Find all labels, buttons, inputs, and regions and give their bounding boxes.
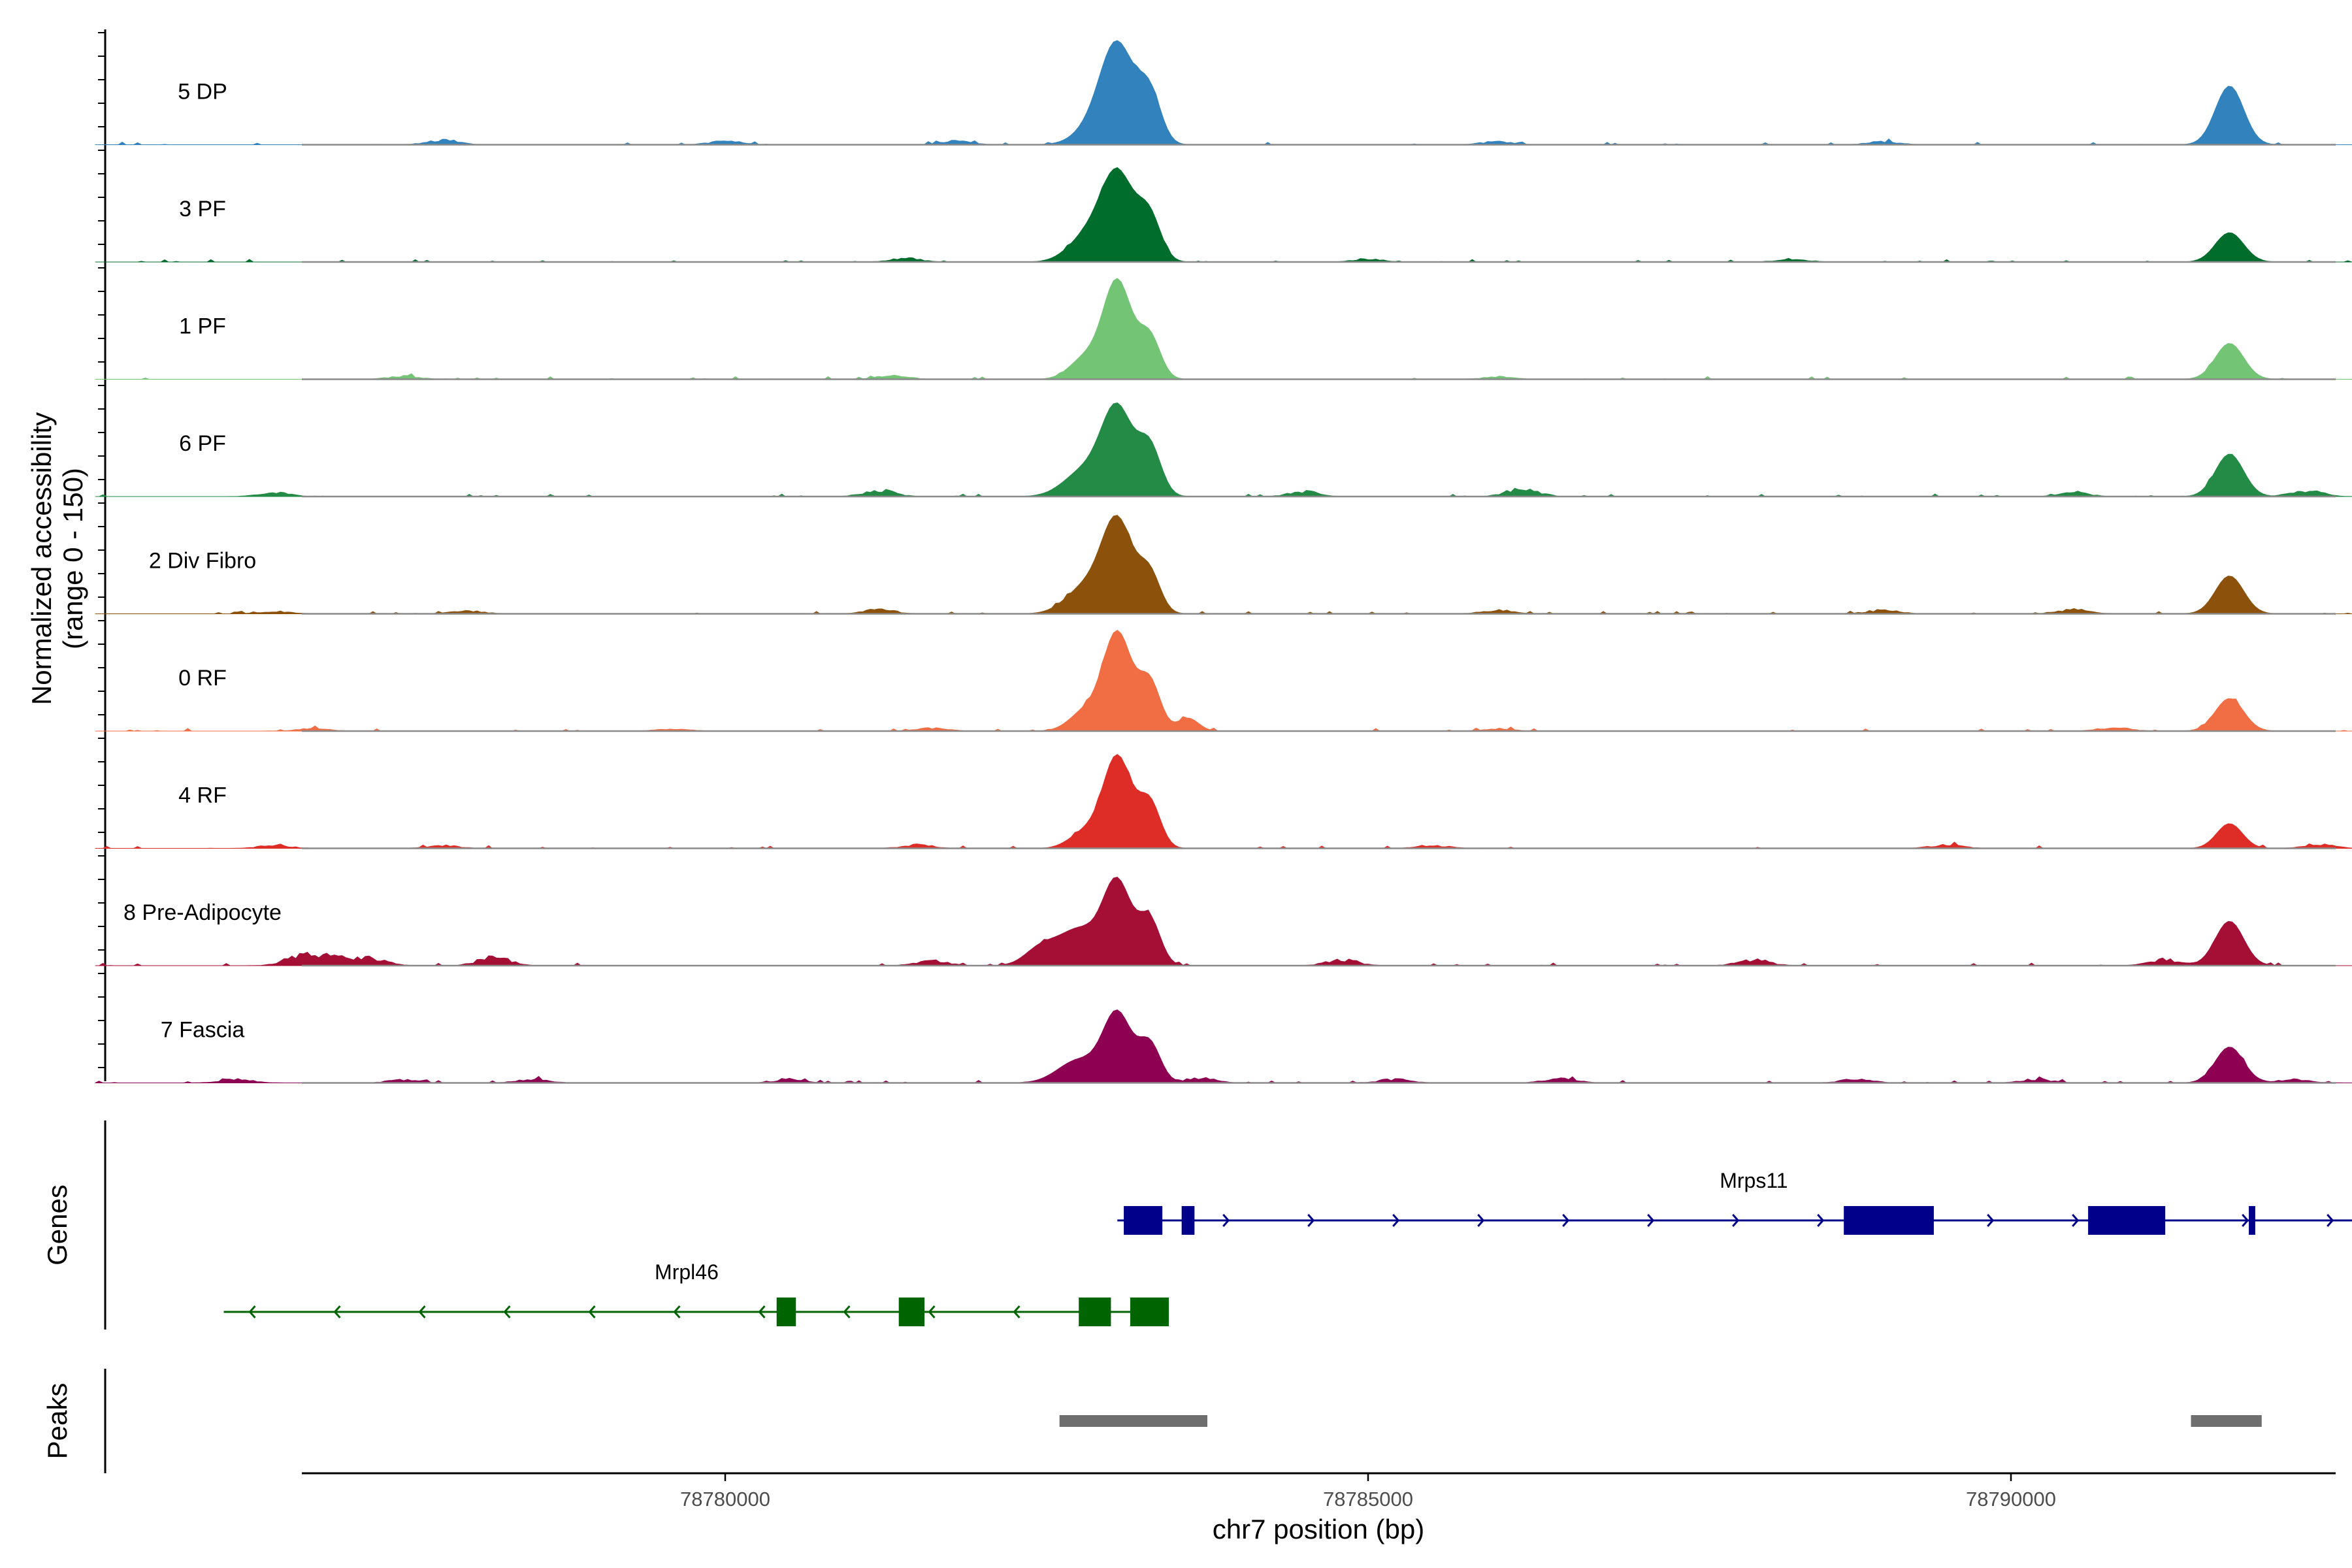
exon <box>2249 1206 2255 1235</box>
track-2-div-fibro: 2 Div Fibro <box>95 515 2352 615</box>
gene-label: Mrpl46 <box>655 1260 719 1284</box>
track-label: 0 RF <box>178 666 227 691</box>
strand-arrow <box>1222 1214 1230 1227</box>
exon <box>1844 1206 1934 1235</box>
x-axis-ticks: 78780000787850007879000078795000 <box>680 1473 2056 1511</box>
x-axis-title: chr7 position (bp) <box>1213 1514 1425 1544</box>
peak-region <box>2191 1415 2262 1427</box>
peaks-track <box>1059 1415 2262 1427</box>
genes-panel-label: Genes <box>42 1184 73 1266</box>
track-8-pre-adipocyte: 8 Pre-Adipocyte <box>95 877 2352 967</box>
y-axis-subtitle: (range 0 - 150) <box>57 468 88 649</box>
strand-arrow <box>2072 1214 2080 1227</box>
gene-label: Mrps11 <box>1720 1169 1788 1192</box>
coverage-y-ticks <box>98 32 105 1068</box>
x-tick-label: 78780000 <box>680 1488 770 1511</box>
track-label: 7 Fascia <box>161 1018 245 1043</box>
gene-mrps11: Mrps11 <box>1117 1169 2352 1235</box>
track-label: 8 Pre-Adipocyte <box>123 900 282 925</box>
exon <box>1079 1298 1111 1326</box>
strand-arrow <box>1477 1214 1485 1227</box>
genes-track: Mrps11 Mrpl46 <box>223 1169 2352 1326</box>
coverage-area <box>95 629 2352 732</box>
strand-arrow <box>758 1305 766 1318</box>
strand-arrow <box>1392 1214 1400 1227</box>
strand-arrow <box>928 1305 936 1318</box>
track-label: 6 PF <box>179 431 226 456</box>
strand-arrow <box>248 1305 256 1318</box>
gene-mrpl46: Mrpl46 <box>223 1260 1169 1326</box>
track-label: 5 DP <box>178 80 227 105</box>
track-1-pf: 1 PF <box>95 278 2352 380</box>
coverage-area <box>95 278 2352 380</box>
coverage-area <box>95 754 2352 849</box>
track-5-dp: 5 DP <box>95 40 2352 146</box>
track-label: 1 PF <box>179 314 226 339</box>
coverage-area <box>95 167 2352 263</box>
track-4-rf: 4 RF <box>95 754 2352 849</box>
strand-arrow <box>1817 1214 1825 1227</box>
x-tick-label: 78790000 <box>1966 1488 2056 1511</box>
coverage-area <box>95 1009 2352 1084</box>
exon <box>898 1298 925 1326</box>
strand-arrow <box>1647 1214 1655 1227</box>
strand-arrow <box>1732 1214 1740 1227</box>
strand-arrow <box>418 1305 426 1318</box>
strand-arrow <box>1013 1305 1021 1318</box>
peak-region <box>1059 1415 1207 1427</box>
track-0-rf: 0 RF <box>95 629 2352 732</box>
track-label: 2 Div Fibro <box>149 549 256 574</box>
coverage-area <box>95 402 2352 497</box>
y-axis-title: Normalized accessibility <box>26 412 57 705</box>
exon <box>1124 1206 1163 1235</box>
exon <box>1181 1206 1195 1235</box>
x-tick-label: 78785000 <box>1323 1488 1413 1511</box>
peaks-panel-label: Peaks <box>42 1383 73 1460</box>
strand-arrow <box>333 1305 341 1318</box>
strand-arrow <box>2242 1214 2249 1227</box>
strand-arrow <box>1562 1214 1570 1227</box>
track-6-pf: 6 PF <box>95 402 2352 498</box>
strand-arrow <box>1307 1214 1315 1227</box>
track-7-fascia: 7 Fascia <box>95 1009 2352 1084</box>
track-label: 3 PF <box>179 197 226 221</box>
coverage-area <box>95 40 2352 146</box>
strand-arrow <box>1987 1214 1995 1227</box>
exon <box>1130 1298 1169 1326</box>
coverage-area <box>95 515 2352 615</box>
track-3-pf: 3 PF <box>95 167 2352 263</box>
coverage-tracks: 5 DP 3 PF 1 PF 6 PF 2 Div Fibro 0 RF 4 RF 8 Pre… <box>95 40 2352 1084</box>
strand-arrow <box>2327 1214 2334 1227</box>
exon <box>2088 1206 2166 1235</box>
coverage-area <box>95 877 2352 966</box>
exon <box>776 1298 796 1326</box>
strand-arrow <box>588 1305 596 1318</box>
strand-arrow <box>843 1305 851 1318</box>
strand-arrow <box>503 1305 511 1318</box>
strand-arrow <box>673 1305 681 1318</box>
track-label: 4 RF <box>178 783 227 808</box>
